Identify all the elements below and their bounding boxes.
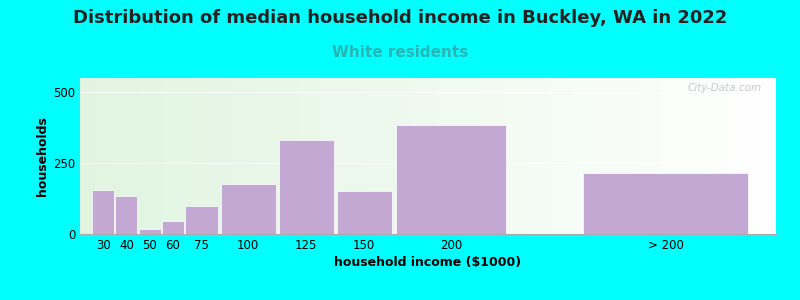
Text: White residents: White residents xyxy=(332,45,468,60)
Bar xyxy=(583,173,749,234)
Bar xyxy=(337,191,392,234)
Bar xyxy=(115,196,138,234)
Y-axis label: households: households xyxy=(36,116,49,196)
Bar xyxy=(138,229,161,234)
X-axis label: household income ($1000): household income ($1000) xyxy=(334,256,522,269)
Bar xyxy=(396,125,506,234)
Bar xyxy=(92,190,114,234)
Text: City-Data.com: City-Data.com xyxy=(688,83,762,93)
Bar xyxy=(278,140,334,234)
Bar xyxy=(162,221,184,234)
Bar xyxy=(221,184,276,234)
Text: Distribution of median household income in Buckley, WA in 2022: Distribution of median household income … xyxy=(73,9,727,27)
Bar xyxy=(186,206,218,234)
